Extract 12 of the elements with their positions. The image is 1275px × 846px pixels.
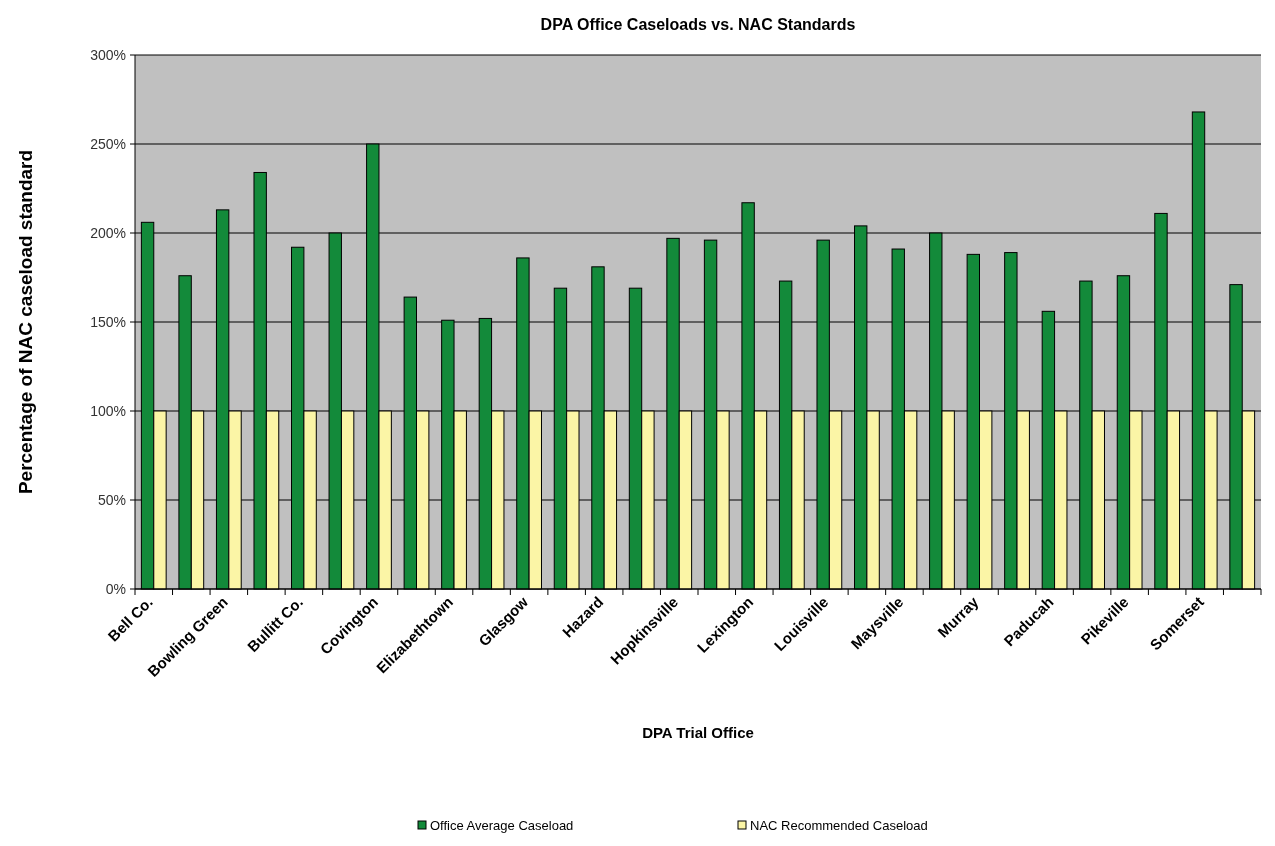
y-tick-label: 250% xyxy=(90,135,126,152)
legend-label: Office Average Caseload xyxy=(430,818,574,833)
y-tick-label: 200% xyxy=(90,224,126,241)
legend-label: NAC Recommended Caseload xyxy=(750,818,928,833)
x-axis-title: DPA Trial Office xyxy=(642,724,754,741)
y-axis-title: Percentage of NAC caseload standard xyxy=(15,149,36,495)
y-tick-label: 150% xyxy=(90,313,126,330)
y-tick-label: 0% xyxy=(105,580,126,597)
chart-title: DPA Office Caseloads vs. NAC Standards xyxy=(540,16,856,33)
y-tick-label: 300% xyxy=(90,46,126,63)
y-tick-label: 100% xyxy=(90,402,126,419)
y-tick-label: 50% xyxy=(97,491,126,508)
